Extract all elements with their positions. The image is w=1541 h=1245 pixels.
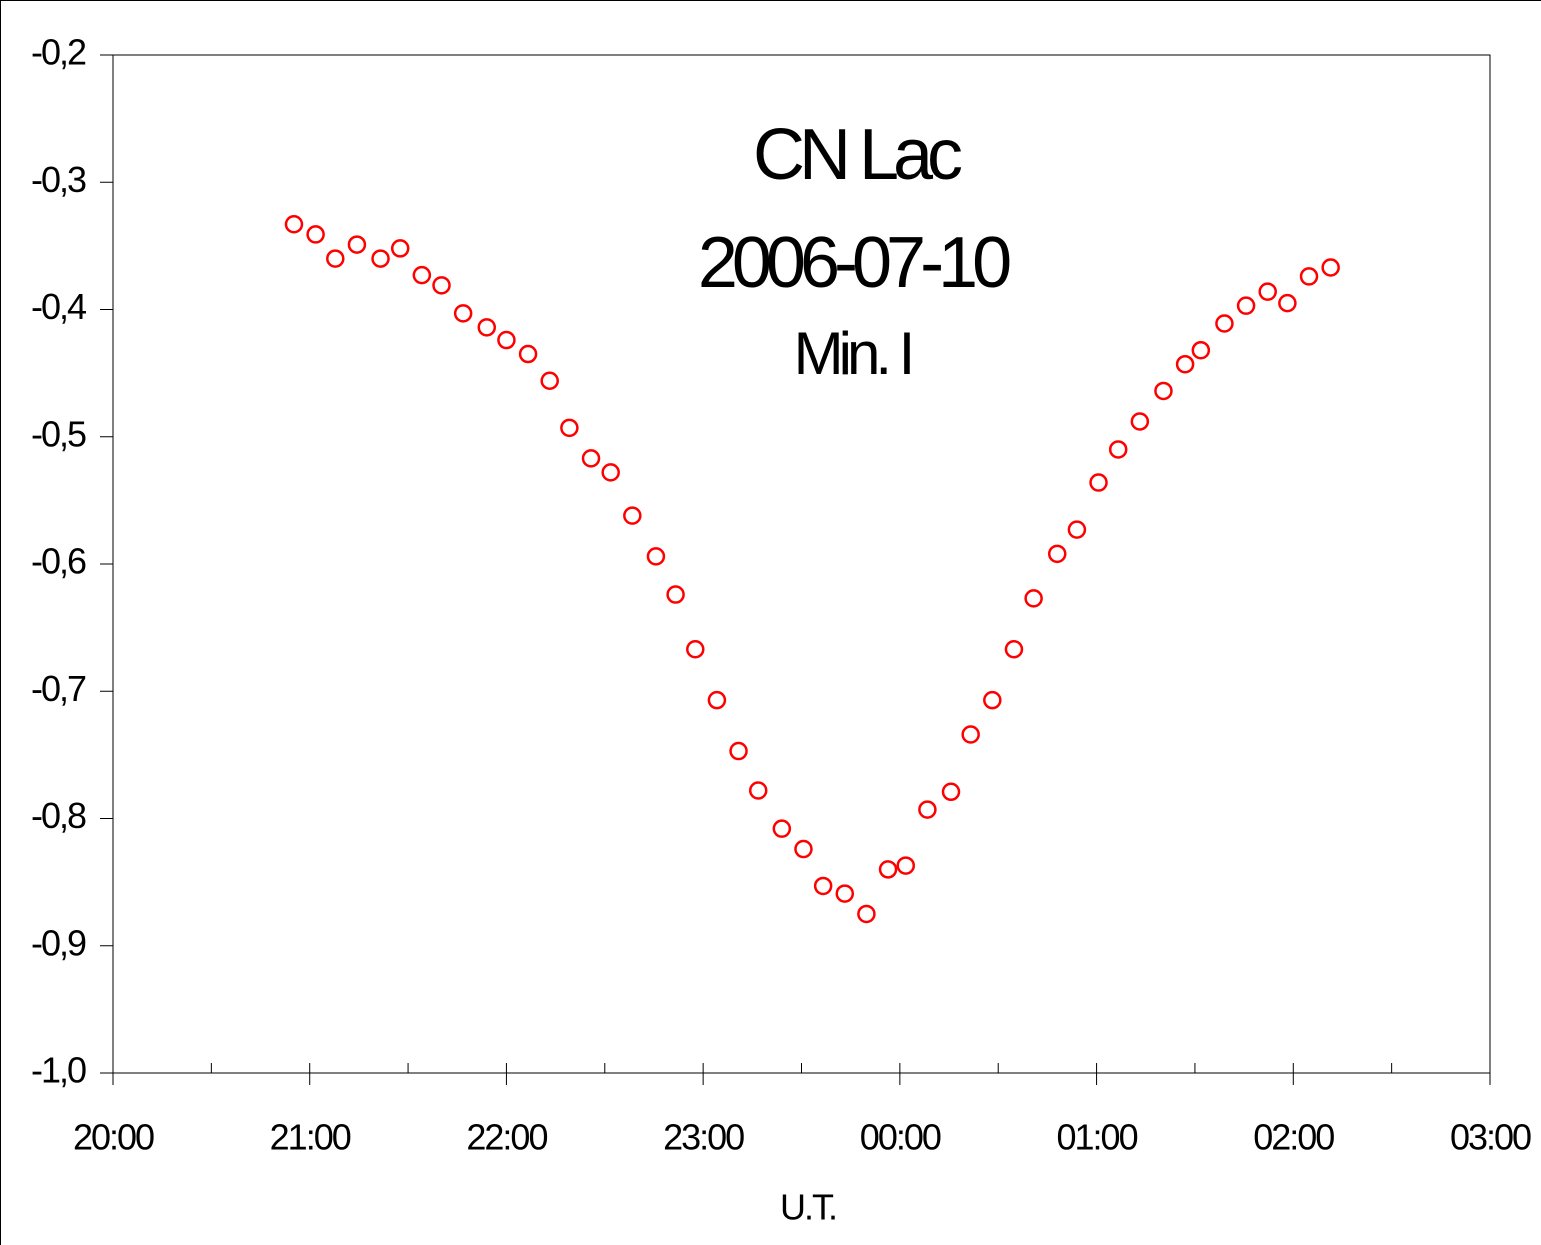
data-point: [1024, 589, 1043, 608]
data-point: [1130, 412, 1150, 431]
data-point: [666, 585, 685, 604]
data-point: [1047, 544, 1067, 564]
data-point: [748, 781, 768, 800]
data-point: [1321, 258, 1340, 277]
data-point: [983, 690, 1002, 710]
data-point: [601, 463, 620, 482]
x-tick-label: 23:00: [663, 1117, 744, 1158]
y-tick-label: -0,6: [31, 541, 86, 582]
x-tick-label: 03:00: [1450, 1117, 1531, 1158]
data-point: [1299, 267, 1319, 286]
chart-subtitle: 2006-07-10: [698, 223, 1010, 303]
data-point: [707, 690, 727, 710]
data-point: [918, 800, 937, 819]
y-tick-label: -0,3: [31, 159, 86, 200]
data-point: [1215, 314, 1234, 333]
data-point: [412, 265, 432, 285]
y-tick-label: -0,9: [31, 922, 86, 963]
data-point: [497, 330, 516, 350]
data-point: [813, 876, 833, 896]
data-point: [306, 225, 325, 244]
data-point: [623, 506, 642, 525]
annotation: Min. I: [794, 320, 911, 387]
data-point: [1258, 282, 1277, 301]
data-point: [390, 239, 410, 258]
x-tick-label: 20:00: [73, 1117, 154, 1158]
y-tick-label: -0,5: [31, 413, 86, 454]
y-tick-label: -0,8: [31, 795, 86, 836]
data-point: [518, 344, 538, 364]
plot-frame: [112, 54, 1491, 1074]
data-point: [857, 904, 876, 924]
data-point: [347, 235, 367, 254]
data-point: [326, 249, 345, 268]
data-point: [646, 547, 666, 566]
data-point: [432, 276, 451, 295]
data-point: [1175, 354, 1195, 374]
y-tick-label: -0,2: [31, 32, 86, 73]
data-point: [896, 856, 916, 875]
data-point: [1089, 473, 1108, 492]
data-point: [941, 782, 961, 802]
x-tick-label: 02:00: [1253, 1117, 1334, 1158]
data-point: [794, 839, 813, 859]
data-point: [371, 249, 390, 268]
data-point: [1278, 293, 1297, 313]
y-tick-label: -0,4: [31, 286, 86, 327]
x-tick-label: 21:00: [270, 1117, 351, 1158]
data-point: [835, 884, 855, 903]
x-tick-label: 01:00: [1057, 1117, 1138, 1158]
chart-title: CN Lac: [753, 115, 962, 195]
y-tick-label: -0,7: [31, 668, 86, 709]
data-point: [560, 418, 579, 438]
data-point: [1236, 296, 1256, 315]
x-tick-label: 00:00: [860, 1117, 941, 1158]
data-point: [686, 640, 705, 659]
data-point: [1191, 340, 1211, 360]
data-point: [729, 741, 748, 761]
data-point: [961, 725, 980, 744]
x-axis-label: U.T.: [780, 1187, 836, 1228]
y-tick-label: -1,0: [31, 1050, 86, 1091]
data-point: [477, 318, 497, 337]
x-tick-label: 22:00: [466, 1117, 547, 1158]
data-point: [284, 214, 304, 234]
data-point: [540, 371, 559, 391]
data-point: [581, 449, 601, 468]
data-point: [1004, 640, 1024, 659]
data-point: [453, 304, 473, 323]
data-point: [772, 819, 792, 838]
data-point: [1067, 520, 1087, 539]
data-point: [878, 860, 898, 879]
data-point: [1108, 440, 1128, 459]
data-point: [1154, 381, 1173, 401]
